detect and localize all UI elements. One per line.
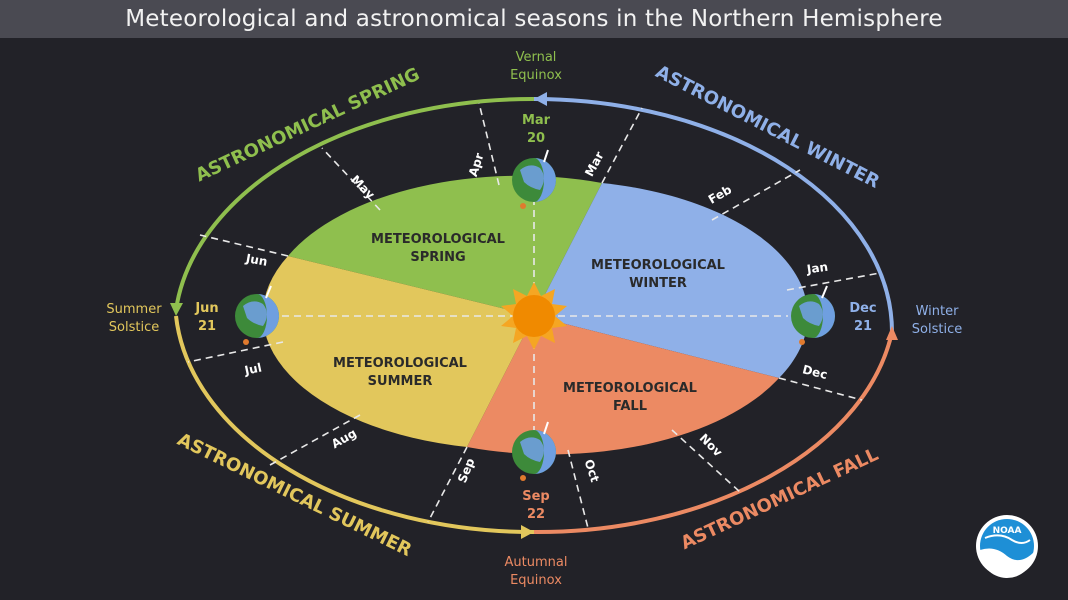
- met-spring-sector: [288, 175, 602, 316]
- summer-solstice-arrowhead: [170, 303, 183, 316]
- divider-may-jun: [199, 234, 289, 257]
- met-winter-sector: [534, 183, 808, 378]
- astro-fall-arc: [533, 331, 894, 535]
- date-jun21-line1: Jun: [194, 301, 218, 316]
- astro-spring-arc: [174, 96, 535, 311]
- divider-jan-feb: [711, 169, 801, 221]
- met-fall-label-line2: FALL: [613, 399, 647, 414]
- autumnal-equinox-label-line1: Autumnal: [505, 555, 568, 570]
- month-label-sep: Sep: [455, 456, 478, 485]
- winter-solstice-label-line2: Solstice: [912, 322, 962, 337]
- meteorological-ellipse: [262, 175, 808, 455]
- met-summer-label-line1: METEOROLOGICAL: [333, 356, 467, 371]
- date-dec21-line1: Dec: [849, 301, 876, 316]
- divider-jun-jul: [187, 341, 284, 363]
- divider-aug-sep: [427, 446, 468, 523]
- divider-mar-apr: [478, 102, 500, 186]
- noaa-logo-text: NOAA: [993, 526, 1022, 536]
- met-winter-label-line2: WINTER: [629, 276, 687, 291]
- month-label-feb: Feb: [706, 182, 735, 207]
- sun-core: [513, 295, 555, 337]
- autumnal-equinox-label-line2: Equinox: [510, 573, 562, 588]
- sun-icon: [501, 282, 567, 350]
- astro-fall-label: ASTRONOMICAL FALL: [678, 444, 882, 554]
- month-label-jan: Jan: [805, 260, 829, 277]
- month-label-jun: Jun: [244, 251, 269, 269]
- summer-solstice-label-line1: Summer: [106, 302, 162, 317]
- winter-solstice-arrowhead: [886, 326, 898, 340]
- month-label-dec: Dec: [801, 362, 829, 382]
- autumnal-arrowhead: [521, 525, 534, 539]
- month-label-nov: Nov: [697, 431, 725, 459]
- page-title: Meteorological and astronomical seasons …: [125, 6, 943, 32]
- summer-solstice-label-line2: Solstice: [109, 320, 159, 335]
- astro-winter-label: ASTRONOMICAL WINTER: [652, 61, 883, 192]
- vernal-arrowhead: [534, 92, 547, 106]
- astro-spring-label: ASTRONOMICAL SPRING: [192, 64, 423, 186]
- month-dividers: [187, 102, 881, 529]
- vernal-equinox-label-line1: Vernal: [516, 50, 557, 65]
- date-dec21-line2: 21: [854, 319, 872, 334]
- divider-oct-nov: [671, 429, 741, 493]
- earth-icon-autumnal: [512, 421, 556, 481]
- astro-summer-arc: [174, 315, 535, 535]
- earth-icon-winter-solstice: [791, 285, 835, 345]
- earth-icon-vernal: [512, 149, 556, 209]
- date-sep22-line2: 22: [527, 507, 545, 522]
- astronomical-orbit: [170, 92, 898, 539]
- divider-feb-mar: [601, 107, 643, 184]
- met-spring-label-line1: METEOROLOGICAL: [371, 232, 505, 247]
- divider-sep-oct: [567, 449, 589, 529]
- met-winter-label-line1: METEOROLOGICAL: [591, 258, 725, 273]
- title-bar: Meteorological and astronomical seasons …: [0, 0, 1068, 38]
- noaa-logo: NOAA: [976, 515, 1038, 579]
- divider-nov-dec: [778, 377, 863, 401]
- met-fall-sector: [467, 316, 779, 455]
- month-label-apr: Apr: [466, 151, 487, 178]
- divider-apr-may: [321, 147, 381, 211]
- met-spring-label-line2: SPRING: [410, 250, 465, 265]
- met-fall-label-line1: METEOROLOGICAL: [563, 381, 697, 396]
- date-sep22-line1: Sep: [522, 489, 550, 504]
- met-summer-sector: [262, 256, 534, 447]
- earth-icon-summer-solstice: [235, 285, 279, 345]
- date-mar20-line1: Mar: [522, 113, 551, 128]
- month-label-mar: Mar: [582, 149, 607, 179]
- astro-winter-arc: [533, 97, 894, 333]
- divider-jul-aug: [269, 414, 361, 466]
- month-label-jul: Jul: [242, 360, 263, 377]
- month-label-oct: Oct: [582, 458, 603, 484]
- date-mar20-line2: 20: [527, 131, 545, 146]
- date-jun21-line2: 21: [198, 319, 216, 334]
- month-label-may: May: [348, 172, 377, 201]
- met-summer-label-line2: SUMMER: [368, 374, 433, 389]
- winter-solstice-label-line1: Winter: [916, 304, 960, 319]
- divider-dec-jan: [786, 272, 881, 291]
- vernal-equinox-label-line2: Equinox: [510, 68, 562, 83]
- astro-summer-label: ASTRONOMICAL SUMMER: [174, 429, 415, 561]
